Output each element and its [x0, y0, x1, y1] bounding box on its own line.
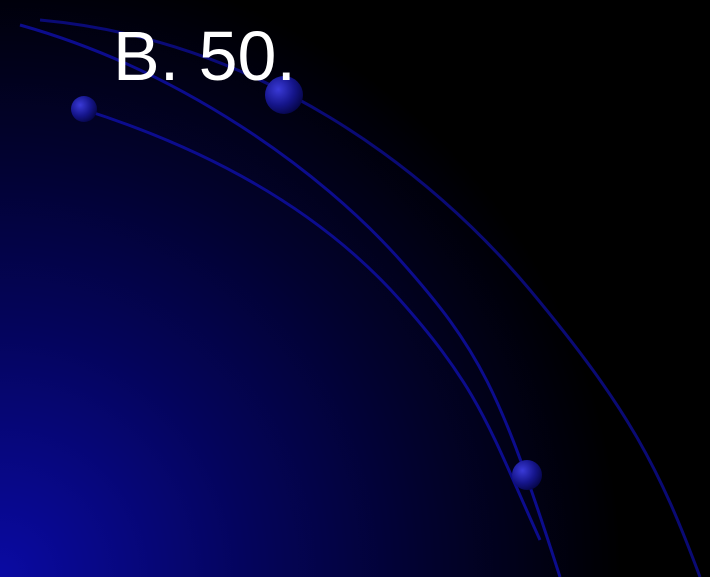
- bead-top: [265, 76, 303, 114]
- slide-title: B. 50.: [113, 17, 296, 95]
- arc-outer: [39, 18, 702, 577]
- bead-bottom: [512, 460, 542, 490]
- arc-middle: [19, 23, 562, 577]
- bead-left: [71, 96, 97, 122]
- arc-inner: [84, 108, 542, 541]
